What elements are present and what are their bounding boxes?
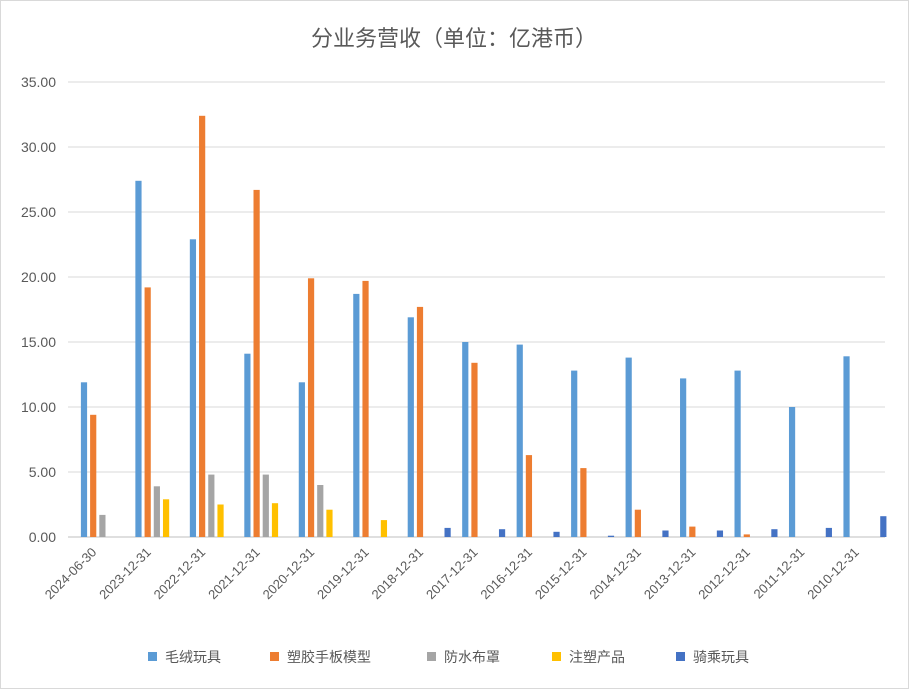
bar xyxy=(99,514,106,537)
x-tick-label: 2018-12-31 xyxy=(369,545,427,603)
bar xyxy=(217,504,224,537)
legend-label: 防水布罩 xyxy=(444,650,500,666)
y-tick-label: 10.00 xyxy=(21,399,56,415)
y-tick-label: 15.00 xyxy=(21,334,56,350)
legend-label: 毛绒玩具 xyxy=(165,650,221,666)
bar xyxy=(444,527,451,537)
bar xyxy=(462,342,469,537)
bar xyxy=(771,529,778,537)
bar xyxy=(498,529,506,537)
x-tick-label: 2024-06-30 xyxy=(42,545,100,603)
bar xyxy=(144,287,151,537)
bar xyxy=(407,317,414,537)
bar xyxy=(716,530,724,537)
bar xyxy=(680,378,687,537)
bar xyxy=(743,534,750,537)
bar xyxy=(516,344,523,537)
bar xyxy=(571,370,578,537)
x-tick-label: 2022-12-31 xyxy=(151,545,209,603)
x-tick-label: 2013-12-31 xyxy=(641,545,699,603)
bar xyxy=(843,356,850,537)
x-tick-label: 2015-12-31 xyxy=(532,545,590,603)
bar xyxy=(471,362,478,537)
legend-swatch xyxy=(148,652,157,661)
bar xyxy=(580,468,587,537)
bar xyxy=(253,189,260,537)
legend-swatch xyxy=(676,652,685,661)
bar xyxy=(298,382,305,537)
x-tick-label: 2014-12-31 xyxy=(586,545,644,603)
bar xyxy=(326,509,333,537)
bar xyxy=(162,499,170,537)
y-tick-label: 35.00 xyxy=(21,74,56,90)
bar xyxy=(788,407,796,537)
y-tick-label: 5.00 xyxy=(29,464,56,480)
x-tick-label: 2017-12-31 xyxy=(423,545,481,603)
bar xyxy=(734,370,741,537)
bar xyxy=(307,278,315,537)
y-tick-label: 20.00 xyxy=(21,269,56,285)
bar xyxy=(353,293,360,537)
legend-swatch xyxy=(270,652,279,661)
bar xyxy=(662,530,669,537)
bar xyxy=(317,485,324,537)
x-tick-label: 2012-12-31 xyxy=(695,545,753,603)
y-tick-label: 0.00 xyxy=(29,529,56,545)
bar xyxy=(199,115,206,538)
bar xyxy=(825,527,832,537)
legend-label: 塑胶手板模型 xyxy=(287,649,371,666)
bar xyxy=(90,414,97,537)
bars xyxy=(80,115,887,538)
x-tick-label: 2010-12-31 xyxy=(804,545,862,603)
y-axis-ticks: 0.00 5.00 10.00 15.00 20.00 25.00 30.00 35.00 xyxy=(21,74,56,545)
bar xyxy=(153,486,160,537)
bar xyxy=(135,180,142,538)
bar xyxy=(362,280,369,537)
y-tick-label: 30.00 xyxy=(21,139,56,155)
x-axis-ticks: 2024-06-302023-12-312022-12-312021-12-31… xyxy=(42,545,862,603)
x-tick-label: 2019-12-31 xyxy=(314,545,372,603)
bar xyxy=(244,353,251,537)
bar xyxy=(525,455,533,537)
bar xyxy=(634,509,641,537)
bar xyxy=(189,239,197,538)
bar xyxy=(689,526,696,537)
bar xyxy=(607,535,615,537)
legend: 毛绒玩具 塑胶手板模型 防水布罩 注塑产品 骑乘玩具 xyxy=(148,649,749,666)
bar xyxy=(880,516,887,537)
legend-label: 注塑产品 xyxy=(569,650,625,666)
bar xyxy=(271,503,279,537)
y-tick-label: 25.00 xyxy=(21,204,56,220)
bar xyxy=(380,520,388,537)
bar xyxy=(262,474,269,537)
x-tick-label: 2021-12-31 xyxy=(205,545,263,603)
x-tick-label: 2011-12-31 xyxy=(750,545,807,602)
legend-label: 骑乘玩具 xyxy=(693,650,749,666)
legend-swatch xyxy=(552,652,561,661)
x-tick-label: 2016-12-31 xyxy=(477,545,535,603)
bar xyxy=(625,357,632,537)
legend-swatch xyxy=(427,652,436,661)
x-tick-label: 2020-12-31 xyxy=(260,545,318,603)
chart-title: 分业务营收（单位：亿港币） xyxy=(311,27,597,52)
x-tick-label: 2023-12-31 xyxy=(96,545,154,603)
bar xyxy=(208,474,215,537)
bar xyxy=(416,306,424,537)
bar xyxy=(553,531,560,537)
bar xyxy=(80,382,88,537)
